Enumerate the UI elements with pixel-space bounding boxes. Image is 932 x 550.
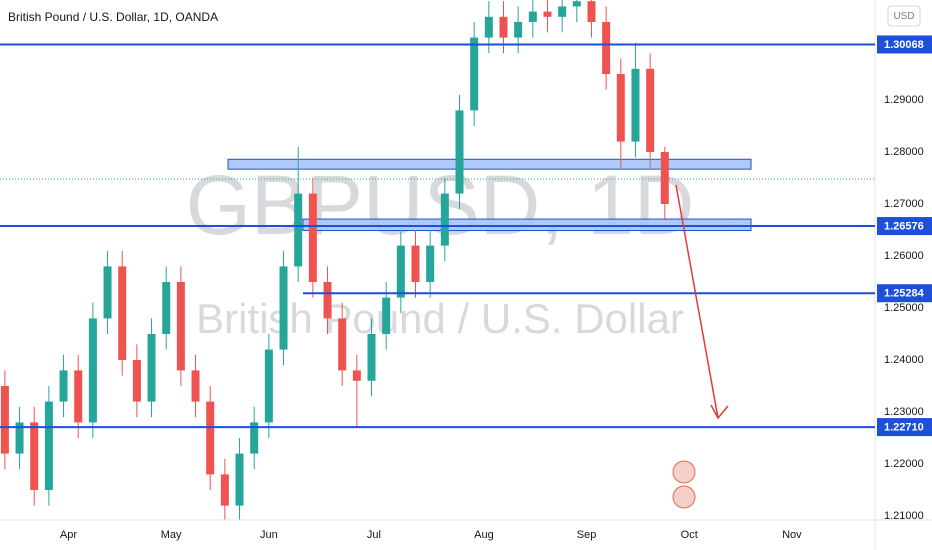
x-tick-label: Aug [474, 529, 494, 541]
x-tick-label: Nov [782, 529, 802, 541]
candle-body [147, 333, 156, 402]
candle-body [484, 16, 493, 38]
candle-body [220, 474, 229, 506]
candle-body [308, 193, 317, 282]
arrow-head [710, 404, 729, 420]
x-tick-label: Jun [260, 529, 278, 541]
candle-body [235, 453, 244, 506]
x-tick-label: Sep [577, 529, 597, 541]
level-label-box [877, 418, 932, 437]
level-label: 1.22710 [884, 421, 924, 433]
currency[interactable]: USD [893, 11, 914, 22]
candle-body [338, 318, 347, 371]
y-tick-label: 1.23000 [884, 406, 924, 418]
y-tick-label: 1.27000 [884, 198, 924, 210]
candle-body [264, 349, 273, 423]
level-label: 1.26576 [884, 220, 924, 232]
level-label: 1.30068 [884, 39, 924, 51]
candle-body [59, 370, 68, 402]
watermark: GBPUSD, 1D [186, 158, 695, 252]
candle-body [470, 37, 479, 111]
candle-body [0, 385, 9, 454]
candle-body [44, 401, 53, 490]
watermark-subtitle: British Pound / U.S. Dollar [196, 295, 684, 342]
candle-body [323, 281, 332, 319]
candle-body [499, 16, 508, 38]
candle-body [396, 245, 405, 298]
candle-body [118, 266, 127, 360]
candle-body [294, 193, 303, 267]
level-label-box [877, 217, 932, 236]
candle-body [250, 422, 259, 454]
y-tick-label: 1.24000 [884, 354, 924, 366]
level-label: 1.25284 [884, 288, 925, 300]
plot [0, 0, 875, 520]
candle-body [103, 266, 112, 319]
y-tick-label: 1.28000 [884, 146, 924, 158]
candle-body [279, 266, 288, 350]
x-tick-label: Apr [60, 529, 77, 541]
candle-body [558, 6, 567, 17]
zone [227, 158, 752, 170]
y-tick-label: 1.25000 [884, 302, 924, 314]
zone [302, 218, 752, 232]
level-label-box [877, 284, 932, 303]
candle-body [30, 422, 39, 490]
candle-body [514, 21, 523, 38]
candle-body [88, 318, 97, 423]
candle-body [74, 370, 83, 423]
candle-body [646, 68, 655, 152]
candle-body [191, 370, 200, 402]
candle-body [543, 11, 552, 17]
candle-body [411, 245, 420, 282]
candle-body [206, 401, 215, 475]
currency-box[interactable] [887, 5, 921, 27]
x-tick-label: Oct [681, 529, 698, 541]
candle-body [426, 245, 435, 282]
candle-body [176, 281, 185, 371]
x-tick-label: Jul [367, 529, 381, 541]
y-tick-label: 1.22000 [884, 458, 924, 470]
y-tick-label: 1.26000 [884, 250, 924, 262]
candle-body [15, 422, 24, 454]
candle-body [162, 281, 171, 334]
candle-body [572, 1, 581, 7]
arrow [675, 184, 719, 419]
candle-body [631, 68, 640, 142]
candle-body [382, 297, 391, 334]
candle-body [602, 21, 611, 74]
candle-body [367, 333, 376, 381]
candle-body [455, 110, 464, 194]
event-icons [672, 460, 696, 509]
x-tick-label: May [161, 529, 182, 541]
candle-body [528, 11, 537, 22]
candle-body [616, 73, 625, 142]
candle-body [352, 370, 361, 381]
y-tick-label: 1.21000 [884, 510, 924, 522]
candle-body [587, 1, 596, 22]
candle-body [132, 359, 141, 402]
candle-body [440, 193, 449, 246]
candle-body [660, 151, 669, 204]
chart-title: British Pound / U.S. Dollar, 1D, OANDA [8, 10, 218, 24]
level-label-box [877, 35, 932, 54]
y-tick-label: 1.29000 [884, 94, 924, 106]
